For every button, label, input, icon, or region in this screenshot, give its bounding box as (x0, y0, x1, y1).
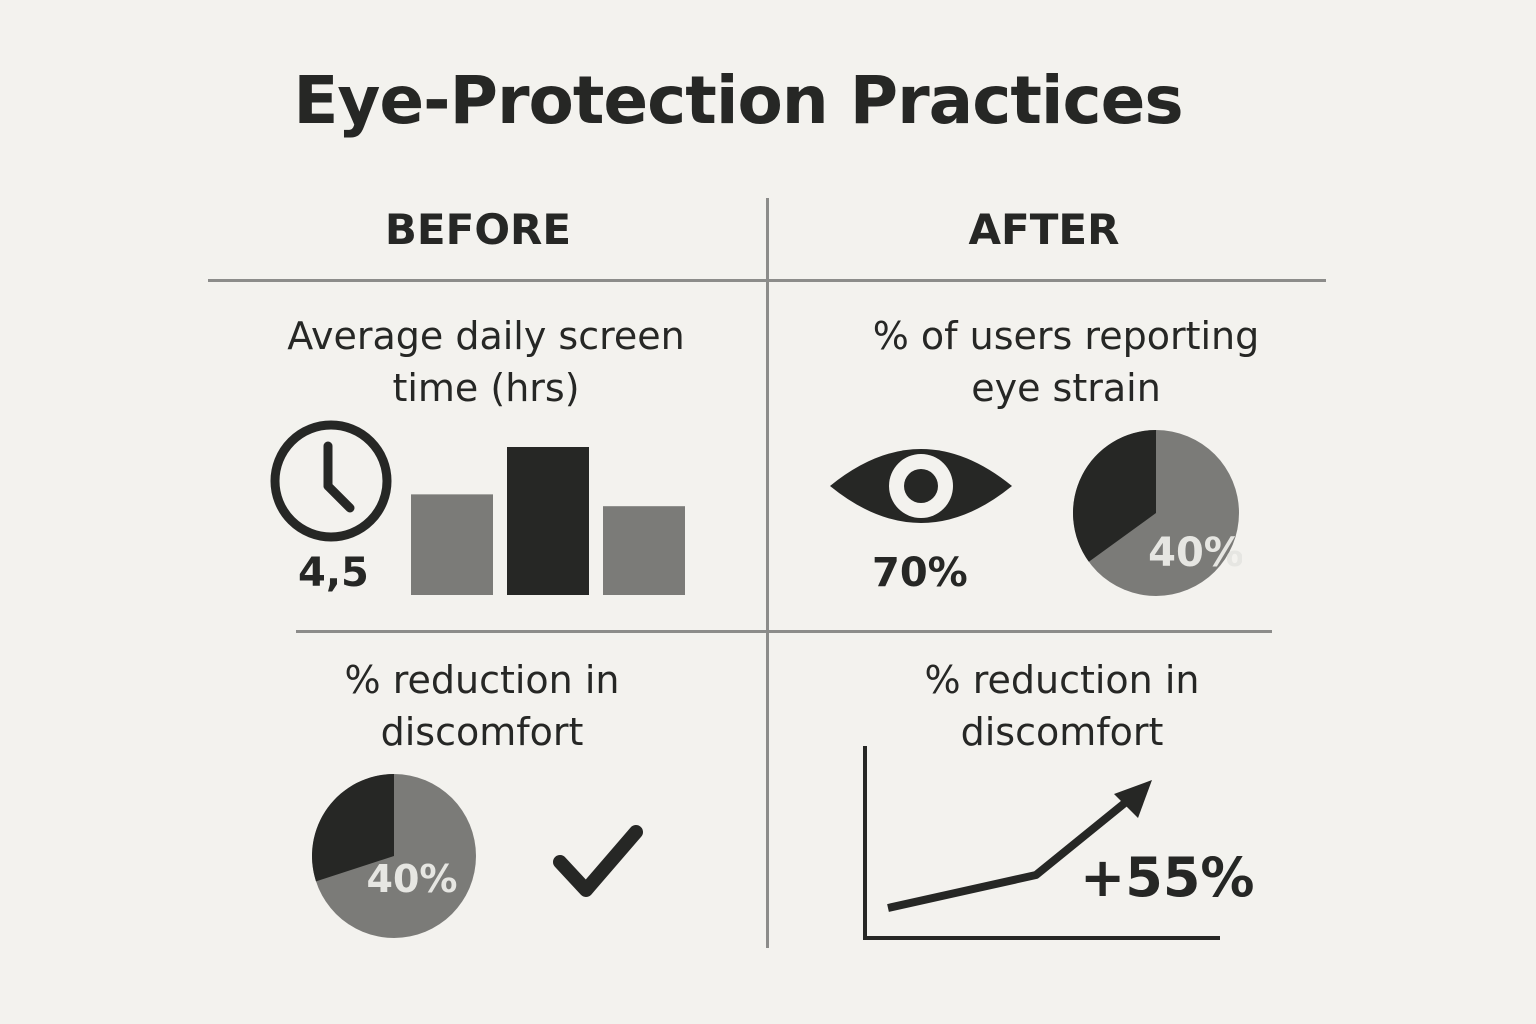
discomfort-after-label: % reduction in discomfort (924, 658, 1200, 754)
clock-icon (270, 420, 392, 542)
screen-time-bar (603, 506, 685, 595)
screen-time-value: 4,5 (298, 550, 369, 596)
discomfort-before-pie-chart: 40% (312, 774, 476, 938)
pie-slice-dark (1073, 430, 1156, 562)
eye-icon (830, 449, 1012, 523)
page-title: Eye-Protection Practices (293, 62, 1183, 139)
row-divider (296, 630, 1272, 633)
screen-time-label: Average daily screen time (hrs) (287, 314, 685, 410)
pie-slice-dark (312, 774, 394, 882)
checkmark-icon (553, 825, 643, 897)
before-column-header: BEFORE (384, 205, 572, 254)
after-column-header: AFTER (968, 205, 1120, 254)
eye-strain-value: 70% (872, 550, 968, 596)
screen-time-bar (507, 447, 589, 595)
eye-strain-label: % of users reporting eye strain (872, 314, 1260, 410)
eye-strain-pie-chart: 40% (1073, 430, 1242, 596)
discomfort-after-value: +55% (1080, 846, 1255, 909)
eye-strain-pie-label: 40% (1148, 530, 1242, 576)
discomfort-before-label: % reduction in discomfort (344, 658, 620, 754)
column-divider (766, 198, 769, 948)
screen-time-bar-chart (411, 447, 685, 595)
screen-time-bar (411, 494, 493, 595)
trend-up-arrow-icon (863, 746, 1220, 940)
discomfort-before-pie-label: 40% (367, 857, 458, 901)
